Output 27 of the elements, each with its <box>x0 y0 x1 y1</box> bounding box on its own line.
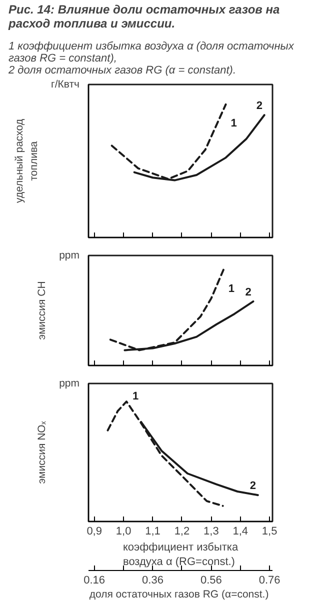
y-axis-title: эмиссия CH <box>36 281 48 340</box>
x-axis-title: коэффициент избытка воздуха α (RG=const.) <box>122 542 239 568</box>
x2-tick-label: 0.76 <box>258 574 280 586</box>
series-label: 2 <box>256 100 262 112</box>
chart-title: Рис. 14: Влияние доли остаточных газов на расход топлива и эмиссии. <box>8 2 280 30</box>
x2-tick-label: 0.56 <box>200 574 222 586</box>
x-tick-label: 1,1 <box>145 526 160 538</box>
x2-tick-label: 0.16 <box>84 574 106 586</box>
x-tick-label: 1,5 <box>262 526 278 538</box>
x-tick-label: 1,0 <box>116 526 132 538</box>
x-tick-label: 0,9 <box>86 526 102 538</box>
series-label: 2 <box>245 286 252 298</box>
text: ppm <box>59 250 80 262</box>
y-axis-title: эмиссия NOₓ <box>36 420 48 484</box>
series-label: 1 <box>228 282 235 295</box>
series-label: 1 <box>230 117 237 130</box>
x2-axis-title: доля остаточных газов RG (α=const.) <box>89 588 269 600</box>
text: г/Квтч <box>51 78 80 90</box>
series-label: 2 <box>250 480 256 492</box>
x-tick-label: 1,4 <box>232 526 248 538</box>
x2-tick-label: 0.36 <box>142 574 164 586</box>
series-label: 1 <box>132 390 139 402</box>
text: ppm <box>59 378 80 390</box>
x-tick-label: 1,3 <box>204 526 219 538</box>
chart-subtitle: 1 коэффициент избытка воздуха α (доля остаточных газов RG = constant), 2 доля остаточных газов RG (α = constant). <box>8 40 294 76</box>
y-axis-title: удельный расход топлива <box>14 118 40 204</box>
x-tick-label: 1,2 <box>174 526 190 538</box>
